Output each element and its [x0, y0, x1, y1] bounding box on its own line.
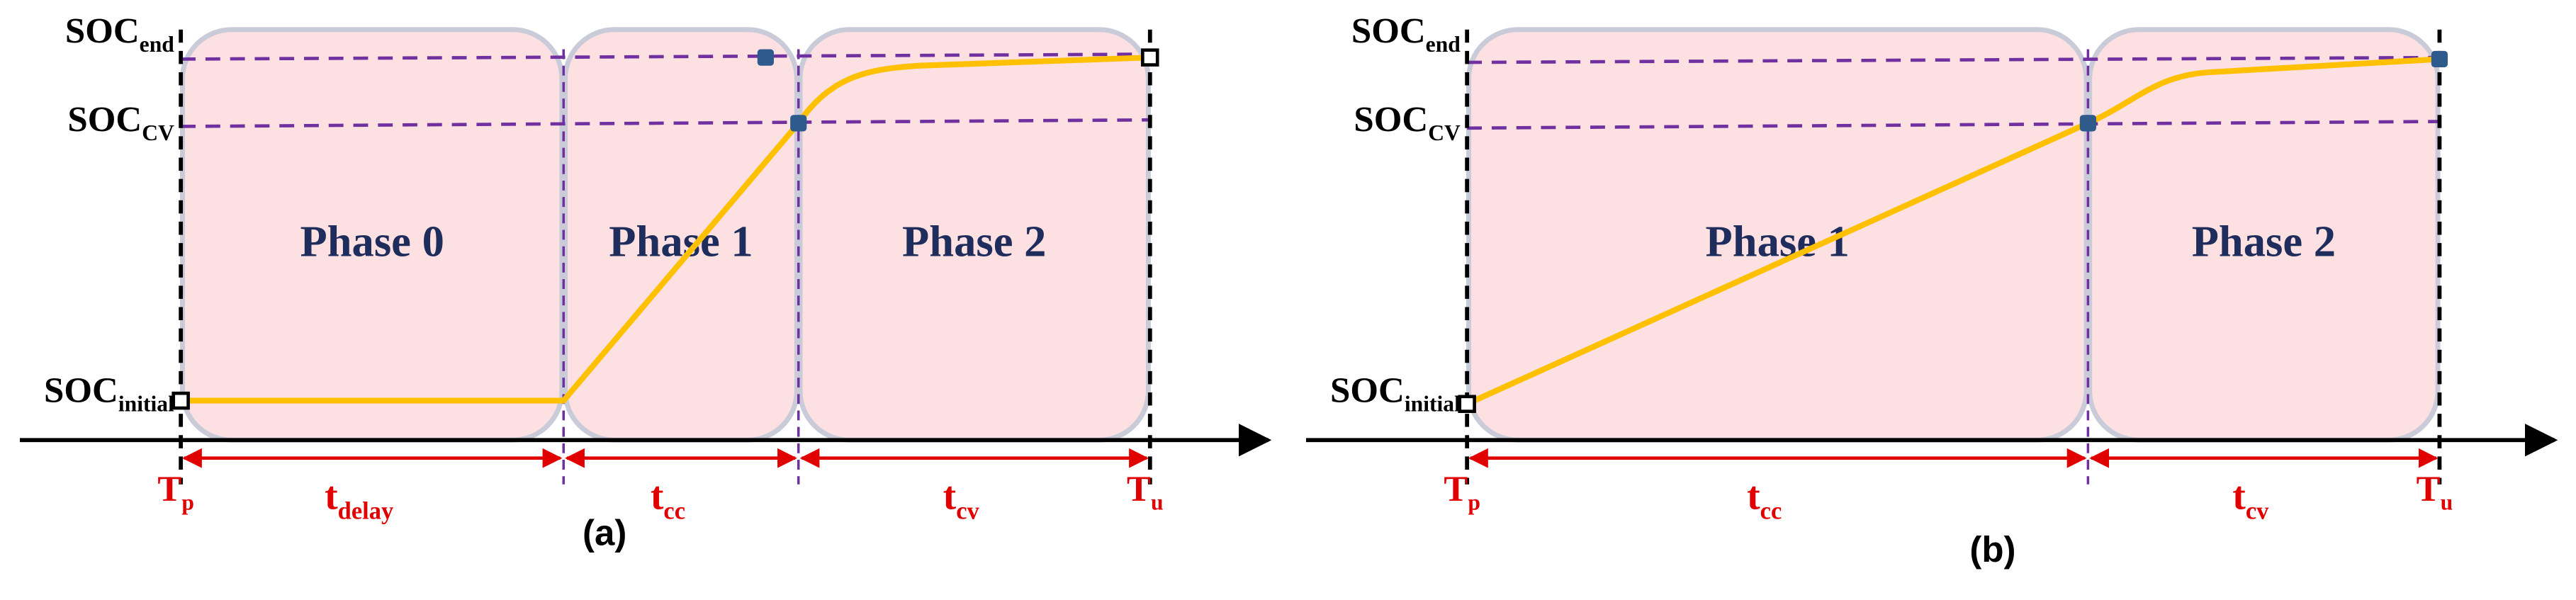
panel-label: (b): [1969, 529, 2015, 570]
phase-label: Phase 2: [2192, 217, 2336, 266]
duration-label: tcc: [1747, 475, 1782, 525]
duration-label-main: t: [2232, 475, 2246, 519]
duration-label-sub: cv: [2246, 497, 2269, 524]
duration-label-sub: delay: [338, 497, 394, 524]
soc-label-main: SOC: [1354, 100, 1428, 140]
phase-label: Phase 2: [902, 217, 1046, 266]
time-label: Tu: [2417, 470, 2453, 515]
soc-cv-line: [181, 118, 1150, 128]
soc-cv-line: [1467, 120, 2440, 130]
time-label-main: T: [1127, 470, 1151, 509]
time-label: Tu: [1127, 470, 1164, 515]
soc-label-sub: initial: [118, 392, 174, 417]
soc-label-main: SOC: [67, 100, 142, 140]
phase-label: Phase 0: [300, 217, 444, 266]
duration-label: tcv: [943, 475, 980, 525]
time-label-sub: u: [2441, 490, 2453, 515]
time-label-main: T: [157, 470, 181, 509]
panel-label: (a): [583, 513, 626, 553]
soc-open-point: [1141, 48, 1159, 67]
duration-label-main: t: [943, 475, 957, 519]
soc-point: [2079, 115, 2096, 132]
soc-label-main: SOC: [1351, 11, 1426, 51]
soc-label: SOCend: [1351, 11, 1461, 57]
soc-label-main: SOC: [1330, 371, 1405, 411]
soc-end-line: [181, 52, 1150, 61]
time-label: Tp: [157, 470, 194, 515]
soc-label: SOCinitial: [1330, 371, 1461, 417]
duration-label-sub: cc: [1760, 497, 1782, 524]
soc-end-line: [1467, 55, 2440, 64]
soc-label-sub: initial: [1405, 392, 1461, 417]
soc-label: SOCCV: [1354, 100, 1461, 145]
soc-label: SOCend: [65, 11, 174, 57]
duration-label-main: t: [325, 475, 338, 519]
soc-label: SOCinitial: [44, 371, 174, 417]
time-label-sub: p: [1468, 490, 1480, 515]
time-label-main: T: [2417, 470, 2441, 509]
time-label-sub: u: [1151, 490, 1164, 515]
duration-label-sub: cc: [663, 497, 685, 524]
soc-label-sub: CV: [142, 120, 174, 145]
soc-label-sub: end: [140, 32, 175, 57]
soc-point: [2431, 50, 2448, 68]
duration-label: tcc: [651, 475, 685, 525]
time-label: Tp: [1444, 470, 1480, 515]
duration-label: tcv: [2232, 475, 2269, 525]
duration-label-sub: cv: [956, 497, 979, 524]
time-label-sub: p: [181, 490, 194, 515]
soc-label-main: SOC: [65, 11, 140, 51]
duration-label-main: t: [1747, 475, 1760, 519]
soc-open-point: [171, 391, 190, 410]
soc-curve: [1466, 56, 2440, 407]
soc-label-sub: CV: [1428, 120, 1461, 145]
soc-open-point: [1458, 395, 1476, 413]
soc-point: [757, 49, 774, 66]
soc-label-main: SOC: [44, 371, 118, 411]
soc-label-sub: end: [1426, 32, 1461, 57]
duration-label: tdelay: [325, 475, 393, 525]
soc-label: SOCCV: [67, 100, 174, 145]
soc-point: [790, 115, 807, 132]
time-label-main: T: [1444, 470, 1468, 509]
duration-label-main: t: [651, 475, 664, 519]
